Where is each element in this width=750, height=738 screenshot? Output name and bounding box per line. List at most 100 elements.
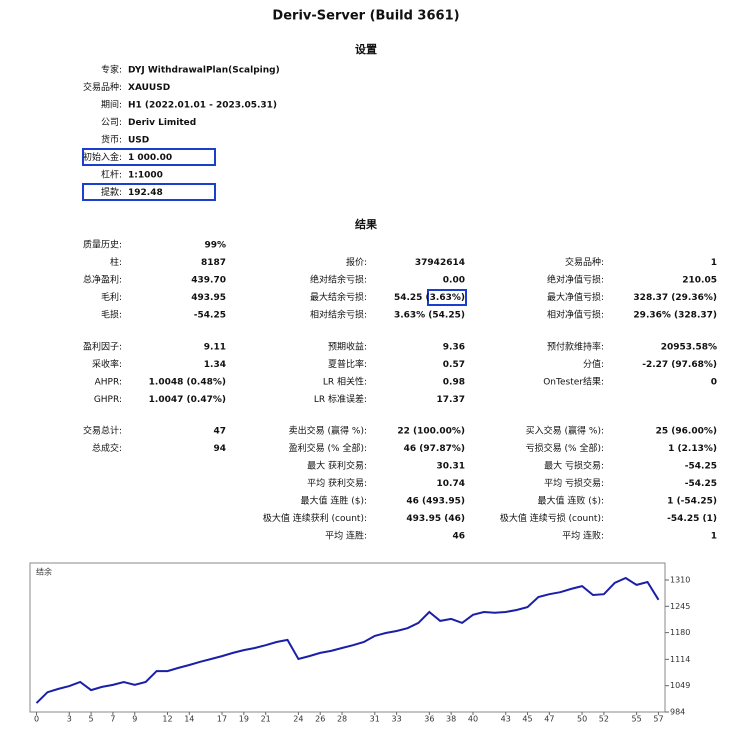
result-label: 最大值 连胜 ($): [300, 495, 367, 507]
x-tick-label: 38 [446, 715, 456, 724]
setting-label: 杠杆: [101, 169, 122, 181]
chart-frame [29, 562, 666, 713]
result-value: 25 (96.00%) [656, 427, 717, 437]
x-tick-label: 36 [424, 715, 434, 724]
x-tick-label: 55 [632, 715, 642, 724]
result-value: 22 (100.00%) [397, 427, 465, 437]
result-value: -54.25 [194, 311, 226, 321]
result-value: 1 [711, 532, 717, 542]
result-label: 盈利因子: [83, 341, 122, 353]
x-tick-label: 5 [89, 715, 94, 724]
result-value: 46 [452, 532, 465, 542]
result-value: 1 [711, 258, 717, 268]
result-value: 493.95 (46) [406, 514, 465, 524]
result-label: 盈利交易 (% 全部): [289, 442, 367, 454]
result-label: 夏普比率: [328, 358, 367, 370]
result-value: 328.37 (29.36%) [633, 293, 717, 303]
result-value: 9.11 [204, 343, 226, 353]
setting-value: Deriv Limited [128, 118, 196, 128]
setting-value: DYJ WithdrawalPlan(Scalping) [128, 66, 280, 76]
x-tick-label: 45 [522, 715, 532, 724]
title: Deriv-Server (Build 3661) [272, 9, 459, 24]
x-tick-label: 17 [217, 715, 227, 724]
highlight-box [82, 183, 216, 201]
result-label: OnTester结果: [543, 376, 604, 388]
result-label: LR 相关性: [323, 376, 367, 388]
result-value: 99% [204, 241, 226, 251]
setting-value: XAUUSD [128, 83, 170, 93]
result-value: 1.0048 (0.48%) [149, 378, 226, 388]
result-label: 极大值 连续亏损 (count): [500, 512, 604, 524]
y-tick-label: 1114 [670, 655, 690, 664]
x-tick-label: 40 [468, 715, 478, 724]
result-label: 预期收益: [328, 341, 367, 353]
highlight-box [427, 289, 467, 306]
result-value: 3.63% (54.25) [394, 311, 465, 321]
result-value: 1.34 [204, 360, 226, 370]
result-label: 分值: [583, 358, 604, 370]
results-heading: 结果 [354, 217, 377, 231]
result-label: 相对净值亏损: [547, 309, 604, 321]
x-tick-label: 43 [501, 715, 511, 724]
result-label: 预付款维持率: [547, 341, 604, 353]
result-value: 20953.58% [661, 343, 717, 353]
x-tick-label: 9 [132, 715, 137, 724]
setting-value: H1 (2022.01.01 - 2023.05.31) [128, 101, 277, 111]
result-value: 94 [213, 444, 226, 454]
result-label: 亏损交易 (% 全部): [526, 442, 604, 454]
setting-label: 交易品种: [83, 81, 122, 93]
setting-value: 1:1000 [128, 171, 163, 181]
result-label: 交易品种: [565, 256, 604, 268]
x-tick-label: 3 [67, 715, 72, 724]
result-label: 总成交: [92, 442, 122, 454]
result-value: 46 (97.87%) [404, 444, 465, 454]
result-value: 30.31 [437, 462, 465, 472]
x-tick-label: 47 [544, 715, 554, 724]
setting-label: 货币: [101, 134, 122, 146]
setting-label: 专家: [101, 64, 122, 76]
result-value: 46 (493.95) [406, 497, 465, 507]
y-tick-label: 1049 [670, 681, 690, 690]
result-label: 卖出交易 (赢得 %): [289, 425, 367, 437]
y-tick-label: 1310 [670, 576, 690, 585]
result-label: LR 标准误差: [314, 393, 367, 405]
x-tick-label: 33 [392, 715, 402, 724]
result-label: 平均 亏损交易: [544, 477, 604, 489]
result-value: 47 [213, 427, 226, 437]
x-tick-label: 21 [261, 715, 271, 724]
result-value: -2.27 (97.68%) [642, 360, 717, 370]
setting-value: 1 000.00 [128, 153, 172, 163]
result-label: 毛损: [101, 309, 122, 321]
result-value: 8187 [201, 258, 226, 268]
result-label: AHPR: [95, 378, 122, 388]
x-tick-label: 12 [162, 715, 172, 724]
result-value: 37942614 [415, 258, 465, 268]
result-label: 总净盈利: [83, 274, 122, 286]
setting-label: 公司: [101, 117, 122, 128]
result-label: 相对结余亏损: [310, 309, 367, 321]
result-value: -54.25 [685, 462, 717, 472]
result-label: 平均 连败: [562, 530, 604, 542]
x-tick-label: 31 [370, 715, 380, 724]
x-tick-label: 52 [599, 715, 609, 724]
result-value: 54.25 (3.63%) [394, 293, 465, 303]
result-label: 买入交易 (赢得 %): [526, 425, 604, 437]
x-tick-label: 28 [337, 715, 347, 724]
x-tick-label: 24 [293, 715, 303, 724]
y-tick-label: 1245 [670, 602, 690, 611]
result-label: GHPR: [94, 395, 122, 405]
x-tick-label: 14 [184, 715, 194, 724]
setting-value: 192.48 [128, 188, 163, 198]
settings-heading: 设置 [355, 42, 377, 56]
result-value: 0.57 [443, 360, 465, 370]
x-tick-label: 0 [34, 715, 39, 724]
result-label: 毛利: [101, 291, 122, 303]
result-value: 1.0047 (0.47%) [149, 395, 226, 405]
result-label: 最大净值亏损: [547, 291, 604, 303]
result-label: 最大值 连败 ($): [537, 495, 604, 507]
result-value: 210.05 [682, 276, 717, 286]
result-value: -54.25 [685, 479, 717, 489]
result-value: 17.37 [437, 395, 465, 405]
result-label: 报价: [346, 256, 367, 268]
